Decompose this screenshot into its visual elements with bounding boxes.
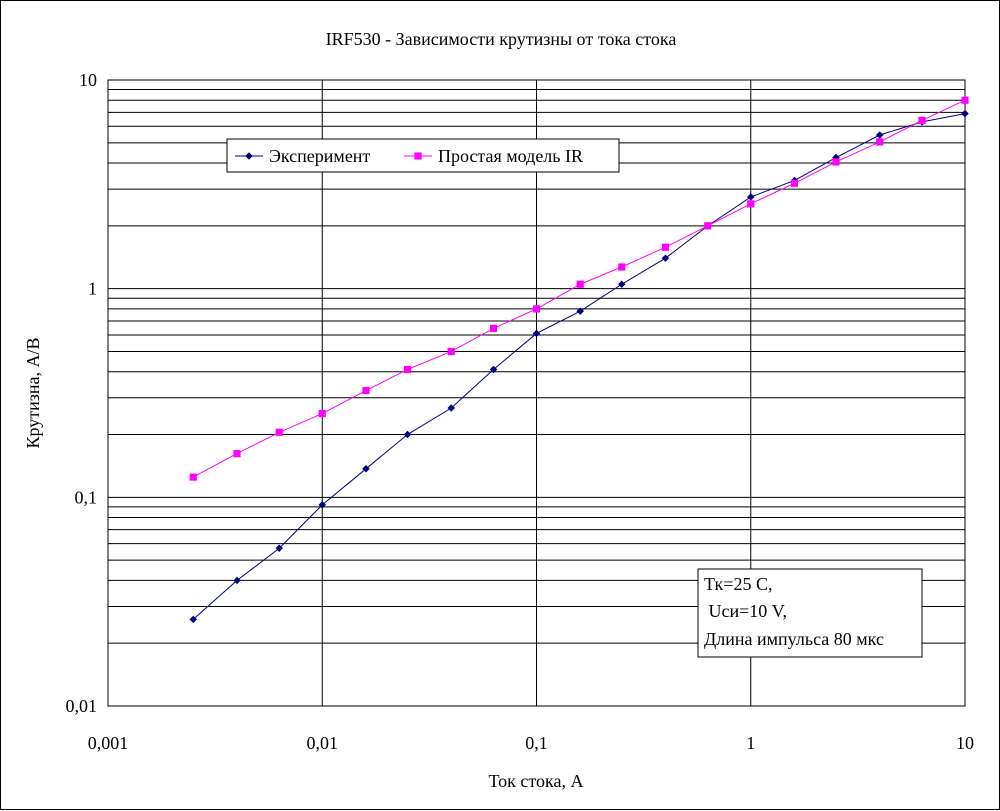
series-0 [189,109,969,624]
data-point [318,409,326,418]
data-point [233,450,241,458]
data-point [447,347,455,356]
annotation-box [697,568,923,658]
data-point [447,404,456,412]
x-tick-label: 0,01 [307,733,339,753]
x-tick-label: 1 [746,733,755,753]
data-point [618,263,626,271]
y-axis-label: Крутизна, А/В [23,337,43,448]
y-tick-label: 10 [79,70,97,90]
x-axis-tick-labels: 0,001 0,01 0,1 1 10 [88,733,974,753]
data-point [275,428,283,436]
annotation-line-pulse: Длина импульса 80 мкс [704,629,884,649]
data-point [661,243,670,251]
data-point [189,473,197,481]
data-point [961,109,969,118]
x-axis-label: Ток стока, А [489,771,584,791]
data-point [746,193,755,201]
legend-label: Простая модель IR [438,146,583,166]
data-point [233,576,241,585]
data-point [790,179,799,187]
data-point [576,307,585,316]
data-point [661,254,670,263]
data-point [576,280,584,288]
conditions-annotation: Тк=25 С, Uси=10 V, Длина импульса 80 мкс [697,568,923,658]
data-point [918,116,926,125]
data-point [403,430,412,439]
plot-area-border [107,79,966,707]
data-point [617,280,626,289]
chart-title: IRF530 - Зависимости крутизны от тока ст… [326,29,677,49]
data-point [275,544,284,553]
data-point [532,329,541,338]
x-tick-label: 0,1 [525,733,548,753]
data-point [875,131,884,139]
data-point [489,365,498,374]
grid-lines [107,80,966,707]
legend-items: Эксперимент Простая модель IR [235,146,583,166]
legend-marker [245,152,253,160]
data-point [961,96,969,104]
data-point [189,615,198,624]
annotation-line-voltage: Uси=10 V, [704,601,787,621]
x-tick-label: 10 [956,733,974,753]
x-tick-label: 0,001 [88,733,129,753]
y-tick-label: 0,01 [66,696,98,716]
legend-marker [414,152,422,160]
data-point [403,365,412,374]
legend: Эксперимент Простая модель IR [226,138,620,173]
series-layer [189,96,969,624]
y-tick-label: 0,1 [75,487,98,507]
data-point [489,324,498,333]
legend-label: Эксперимент [269,146,370,166]
annotation-line-temperature: Тк=25 С, [704,574,772,594]
y-tick-label: 1 [88,279,97,299]
data-point [704,222,712,230]
legend-box [226,138,620,173]
data-point [532,305,541,313]
data-point [832,158,840,166]
y-axis-tick-labels: 0,01 0,1 1 10 [66,70,98,716]
data-point [747,200,755,208]
data-point [362,464,370,473]
data-point [876,138,884,146]
data-point [362,386,370,395]
series-1 [189,96,969,481]
data-point [318,501,327,509]
